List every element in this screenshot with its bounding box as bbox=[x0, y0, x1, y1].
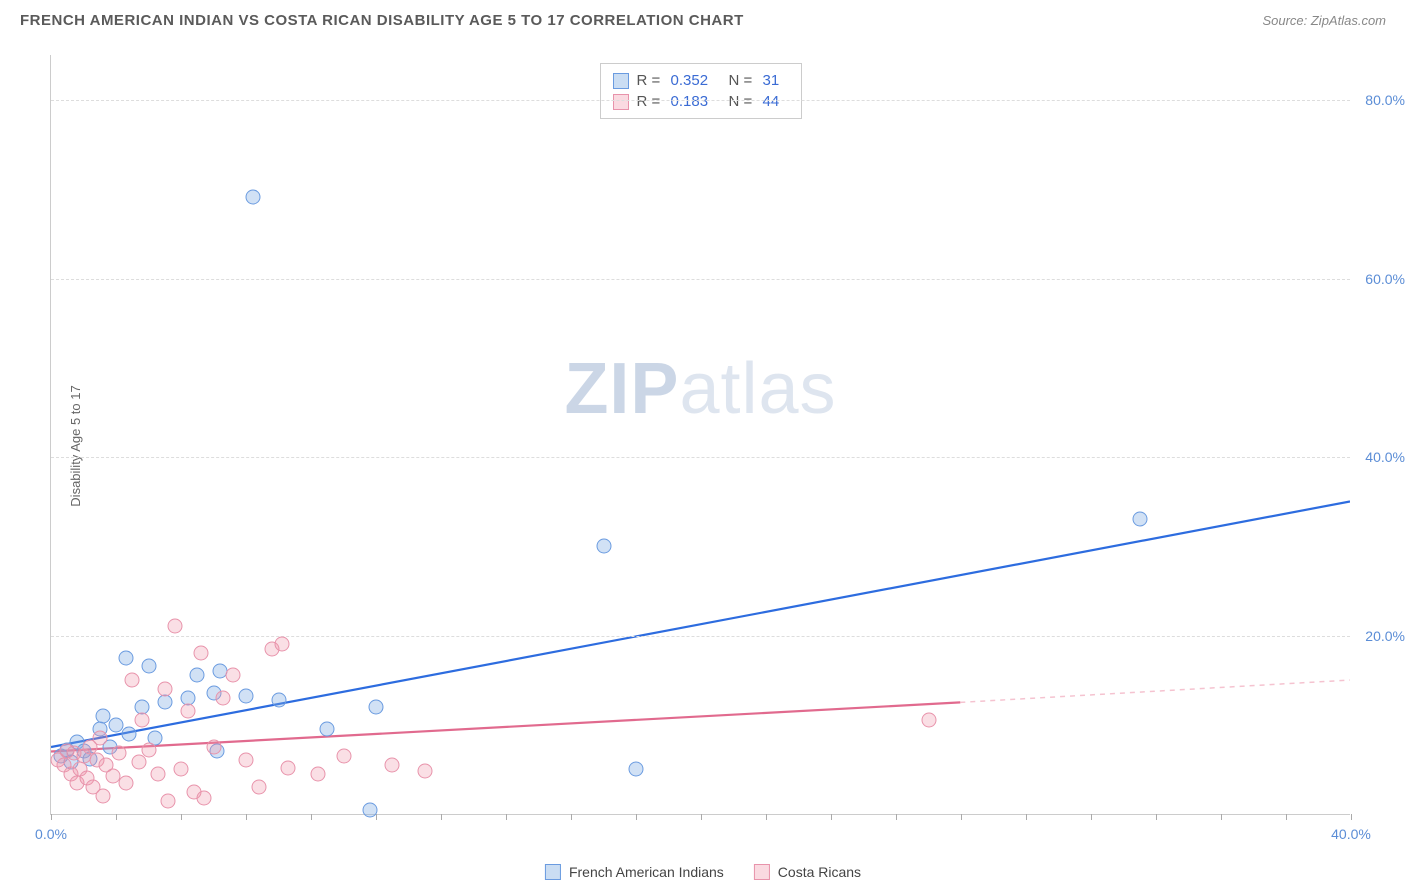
scatter-point bbox=[206, 739, 221, 754]
y-tick-label: 40.0% bbox=[1365, 449, 1405, 465]
scatter-point bbox=[226, 668, 241, 683]
legend-item-1: French American Indians bbox=[545, 864, 724, 880]
x-tick bbox=[1026, 814, 1027, 820]
swatch-pink bbox=[613, 94, 629, 110]
scatter-point bbox=[921, 713, 936, 728]
x-tick bbox=[311, 814, 312, 820]
x-tick bbox=[181, 814, 182, 820]
n-value-2: 44 bbox=[763, 93, 789, 110]
scatter-point bbox=[157, 681, 172, 696]
x-tick bbox=[571, 814, 572, 820]
x-tick-label: 40.0% bbox=[1331, 826, 1371, 842]
swatch-pink bbox=[754, 864, 770, 880]
n-label: N = bbox=[729, 93, 755, 110]
scatter-point bbox=[135, 713, 150, 728]
y-tick-label: 60.0% bbox=[1365, 271, 1405, 287]
r-label: R = bbox=[637, 72, 663, 89]
scatter-point bbox=[141, 659, 156, 674]
n-value-1: 31 bbox=[763, 72, 789, 89]
correlation-stats-panel: R = 0.352 N = 31 R = 0.183 N = 44 bbox=[600, 63, 802, 119]
x-tick bbox=[441, 814, 442, 820]
scatter-point bbox=[193, 646, 208, 661]
series-legend: French American Indians Costa Ricans bbox=[545, 864, 861, 880]
chart-title: FRENCH AMERICAN INDIAN VS COSTA RICAN DI… bbox=[20, 12, 744, 29]
scatter-point bbox=[274, 637, 289, 652]
scatter-point bbox=[320, 722, 335, 737]
swatch-blue bbox=[613, 73, 629, 89]
scatter-point bbox=[385, 757, 400, 772]
scatter-point bbox=[180, 704, 195, 719]
scatter-point bbox=[239, 753, 254, 768]
legend-label-2: Costa Ricans bbox=[778, 864, 861, 880]
scatter-point bbox=[122, 726, 137, 741]
stats-row-series-1: R = 0.352 N = 31 bbox=[613, 70, 789, 91]
scatter-point bbox=[629, 762, 644, 777]
scatter-point bbox=[216, 690, 231, 705]
x-tick-label: 0.0% bbox=[35, 826, 67, 842]
watermark: ZIPatlas bbox=[564, 348, 836, 430]
r-value-1: 0.352 bbox=[671, 72, 721, 89]
scatter-point bbox=[336, 748, 351, 763]
x-tick bbox=[636, 814, 637, 820]
scatter-point bbox=[167, 619, 182, 634]
x-tick bbox=[506, 814, 507, 820]
scatter-point bbox=[362, 802, 377, 817]
x-tick bbox=[1091, 814, 1092, 820]
x-tick bbox=[896, 814, 897, 820]
swatch-blue bbox=[545, 864, 561, 880]
chart-header: FRENCH AMERICAN INDIAN VS COSTA RICAN DI… bbox=[0, 0, 1406, 39]
scatter-point bbox=[281, 760, 296, 775]
scatter-point bbox=[112, 746, 127, 761]
scatter-point bbox=[92, 731, 107, 746]
x-tick bbox=[1351, 814, 1352, 820]
x-tick bbox=[1156, 814, 1157, 820]
x-tick bbox=[376, 814, 377, 820]
legend-item-2: Costa Ricans bbox=[754, 864, 861, 880]
x-tick bbox=[1221, 814, 1222, 820]
x-tick bbox=[701, 814, 702, 820]
scatter-point bbox=[1132, 511, 1147, 526]
scatter-point bbox=[118, 650, 133, 665]
scatter-point bbox=[310, 766, 325, 781]
scatter-point bbox=[369, 699, 384, 714]
x-tick bbox=[831, 814, 832, 820]
scatter-point bbox=[118, 775, 133, 790]
scatter-point bbox=[141, 742, 156, 757]
x-tick bbox=[246, 814, 247, 820]
scatter-point bbox=[157, 695, 172, 710]
scatter-point bbox=[174, 762, 189, 777]
x-tick bbox=[766, 814, 767, 820]
chart-area: ZIPatlas R = 0.352 N = 31 R = 0.183 N = … bbox=[50, 55, 1350, 815]
gridline-h bbox=[51, 636, 1350, 637]
scatter-point bbox=[239, 688, 254, 703]
scatter-point bbox=[125, 672, 140, 687]
y-tick-label: 80.0% bbox=[1365, 92, 1405, 108]
r-value-2: 0.183 bbox=[671, 93, 721, 110]
scatter-point bbox=[252, 780, 267, 795]
x-tick bbox=[961, 814, 962, 820]
stats-row-series-2: R = 0.183 N = 44 bbox=[613, 91, 789, 112]
y-tick-label: 20.0% bbox=[1365, 628, 1405, 644]
scatter-point bbox=[190, 668, 205, 683]
scatter-point bbox=[151, 766, 166, 781]
scatter-point bbox=[596, 538, 611, 553]
plot-region: ZIPatlas R = 0.352 N = 31 R = 0.183 N = … bbox=[50, 55, 1350, 815]
legend-label-1: French American Indians bbox=[569, 864, 724, 880]
scatter-point bbox=[131, 755, 146, 770]
gridline-h bbox=[51, 457, 1350, 458]
r-label: R = bbox=[637, 93, 663, 110]
gridline-h bbox=[51, 100, 1350, 101]
scatter-point bbox=[161, 793, 176, 808]
source-attribution: Source: ZipAtlas.com bbox=[1262, 13, 1386, 28]
scatter-point bbox=[271, 692, 286, 707]
scatter-point bbox=[245, 190, 260, 205]
gridline-h bbox=[51, 279, 1350, 280]
x-tick bbox=[51, 814, 52, 820]
x-tick bbox=[116, 814, 117, 820]
scatter-point bbox=[196, 790, 211, 805]
n-label: N = bbox=[729, 72, 755, 89]
x-tick bbox=[1286, 814, 1287, 820]
scatter-point bbox=[417, 764, 432, 779]
scatter-point bbox=[96, 789, 111, 804]
